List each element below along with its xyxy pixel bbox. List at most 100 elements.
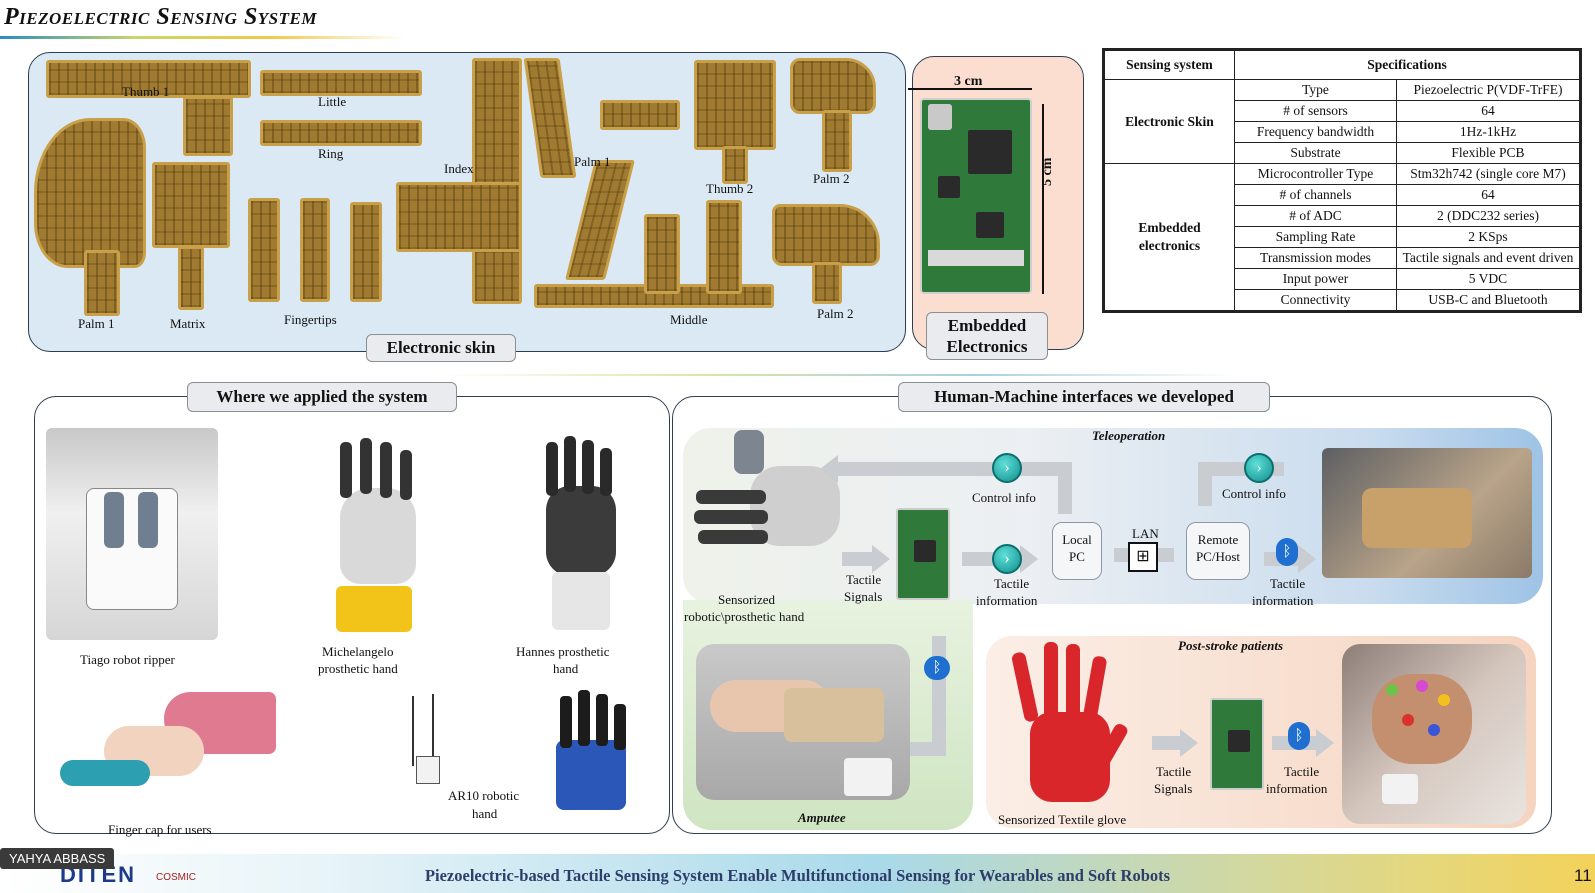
hannes-label-2: hand <box>553 661 579 676</box>
ar10-finger-2 <box>578 690 590 746</box>
robot-finger-2 <box>694 510 768 524</box>
spec-value: Tactile signals and event driven <box>1396 247 1580 269</box>
pcb-fingertip-2 <box>300 198 330 302</box>
hannes-label-1: Hannes prosthetic <box>516 644 610 659</box>
spec-key: Microcontroller Type <box>1234 163 1397 185</box>
arrow-amputee-riser <box>932 636 946 756</box>
teleop-gripper-photo <box>1322 448 1532 578</box>
pcb-middle-1 <box>644 214 680 294</box>
cosmic-logo: COSMIC <box>156 872 196 883</box>
spec-row: Connectivity USB-C and Bluetooth <box>1105 289 1580 311</box>
embedded-board-post <box>1210 698 1264 790</box>
post-stroke-arm-photo <box>1342 644 1526 824</box>
spec-row: Embedded electronics Microcontroller Typ… <box>1104 163 1580 311</box>
local-pc-label-2: PC <box>1069 549 1085 564</box>
post-stroke-device <box>1382 774 1418 804</box>
board-mcu-chip <box>968 130 1012 174</box>
spec-value: 64 <box>1396 184 1580 206</box>
page-number: 11 <box>1574 866 1592 885</box>
michelangelo-hand-photo <box>318 438 438 588</box>
pcb-palm2-top <box>790 58 876 114</box>
label-little: Little <box>318 94 347 109</box>
michelangelo-finger-2 <box>360 438 372 494</box>
tiago-gripper-shape <box>86 488 178 610</box>
arrow-control-2-riser <box>1198 462 1212 506</box>
ar10-finger-4 <box>614 704 626 750</box>
spec-row: # of ADC 2 (DDC232 series) <box>1105 205 1580 227</box>
embedded-board-image <box>920 98 1032 294</box>
label-index: Index <box>444 161 474 176</box>
electrode-yellow <box>1438 694 1450 706</box>
height-dimension-line <box>1042 104 1044 294</box>
label-matrix: Matrix <box>170 316 206 331</box>
textile-glove-label: Sensorized Textile glove <box>998 812 1127 827</box>
hannes-finger-3 <box>582 440 594 494</box>
ar10-label-1: AR10 robotic <box>448 788 520 803</box>
pcb-fingertip-1 <box>248 198 280 302</box>
board-usb-c <box>928 104 952 130</box>
glove-finger-1 <box>1010 651 1040 723</box>
spec-key: Frequency bandwidth <box>1234 121 1397 143</box>
tactile-signals-label-1: Tactile <box>846 572 882 587</box>
pcb-palm1-left-tail <box>84 250 120 316</box>
spec-key: Connectivity <box>1234 289 1397 311</box>
ar10-wire-1 <box>412 696 414 766</box>
spec-group-embedded-line2: electronics <box>1138 238 1201 253</box>
michelangelo-base <box>336 586 412 632</box>
pcb-fingertip-3 <box>350 202 382 302</box>
ar10-wires-photo <box>372 686 476 816</box>
finger-cap-label: Finger cap for users <box>108 822 212 837</box>
footer-bar <box>0 854 1595 893</box>
electrode-red <box>1402 714 1414 726</box>
label-thumb1: Thumb 1 <box>122 84 170 99</box>
pcb-palm2-top-tail <box>822 110 852 172</box>
ar10-finger-1 <box>560 696 572 748</box>
hannes-palm <box>546 486 616 576</box>
ts2-label-1: Tactile <box>1156 764 1192 779</box>
embedded-tag-line2: Electronics <box>946 337 1028 356</box>
hmi-tag: Human-Machine interfaces we developed <box>898 382 1270 412</box>
spec-row: Frequency bandwidth 1Hz-1kHz <box>1105 121 1580 143</box>
spec-key: Transmission modes <box>1234 247 1397 269</box>
pcb-palm1-v-right <box>600 100 680 130</box>
network-icon: ⊞ <box>1128 542 1158 572</box>
tactile-info-label-1: Tactile <box>994 576 1030 591</box>
remote-pc-box: Remote PC/Host <box>1186 522 1250 580</box>
spec-value: Stm32h742 (single core M7) <box>1396 163 1580 185</box>
control-info-label-1: Control info <box>972 490 1036 505</box>
label-palm2-top: Palm 2 <box>813 171 850 186</box>
pcb-ring <box>260 120 422 146</box>
robot-thumb <box>734 430 764 474</box>
spec-header-row: Sensing system Specifications <box>1104 50 1580 80</box>
spec-key: # of sensors <box>1234 100 1397 122</box>
spec-key: Type <box>1234 79 1397 101</box>
arrow-amputee-shaft <box>904 742 946 756</box>
hannes-finger-2 <box>564 436 576 492</box>
applications-tag: Where we applied the system <box>187 382 457 412</box>
spec-row: # of channels 64 <box>1105 184 1580 206</box>
embedded-electronics-tag: Embedded Electronics <box>926 312 1048 360</box>
pcb-index-strip <box>472 58 522 304</box>
board-post-chip <box>1228 730 1250 752</box>
ar10-palm <box>556 740 626 810</box>
width-label: 3 cm <box>954 74 983 89</box>
sensorized-label-1: Sensorized <box>718 592 776 607</box>
michelangelo-palm <box>340 488 416 584</box>
bluetooth-icon-amputee: ᛒ <box>924 656 950 680</box>
label-middle: Middle <box>670 312 708 327</box>
electrode-magenta <box>1416 680 1428 692</box>
bluetooth-icon-2: ᛒ <box>1288 722 1310 750</box>
spec-group-electronic-skin: Electronic Skin <box>1104 79 1235 164</box>
spec-key: Sampling Rate <box>1234 226 1397 248</box>
michelangelo-label-2: prosthetic hand <box>318 661 398 676</box>
glove-finger-2 <box>1044 642 1058 718</box>
teleoperation-label: Teleoperation <box>1092 428 1166 443</box>
footer-title: Piezoelectric-based Tactile Sensing Syst… <box>424 866 1171 885</box>
electrode-green <box>1386 684 1398 696</box>
spec-group-embedded-line1: Embedded <box>1138 220 1201 235</box>
spec-table-grid: Sensing system Specifications Electronic… <box>1104 50 1580 311</box>
width-dimension-line <box>908 88 1032 90</box>
arrow-ts2-shaft <box>1152 736 1182 750</box>
pcb-thumb2 <box>694 60 776 150</box>
arrow-tactile-signals-head <box>872 545 890 573</box>
